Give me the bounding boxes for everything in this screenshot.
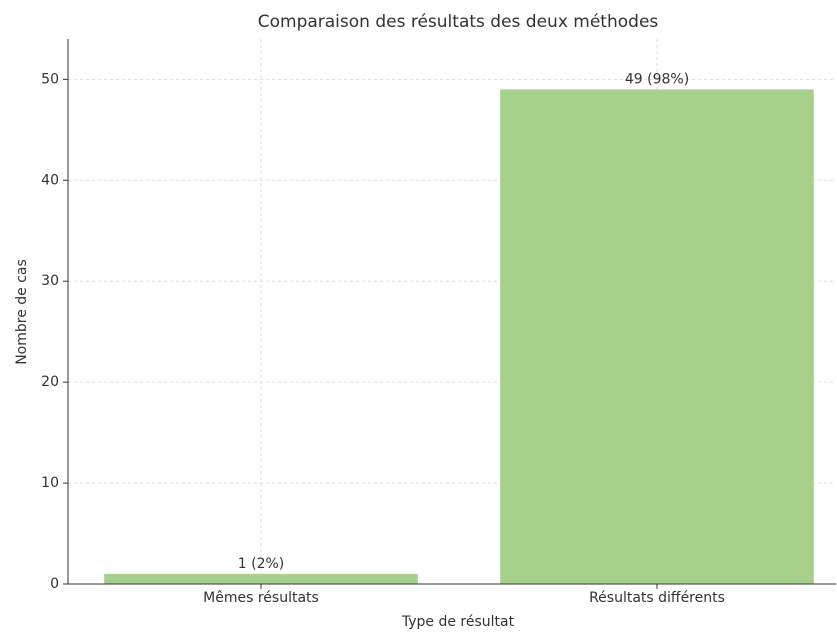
y-tick-label: 20 [41,374,59,390]
chart-title: Comparaison des résultats des deux métho… [258,12,659,32]
y-tick-label: 50 [41,71,59,87]
x-tick-label: Résultats différents [589,590,725,606]
bar [104,573,418,584]
y-tick-label: 30 [41,273,59,289]
x-tick-label: Mêmes résultats [203,590,319,606]
data-label: 1 (2%) [238,556,285,572]
x-axis-label: Type de résultat [401,614,515,630]
bar [500,89,814,585]
data-label: 49 (98%) [625,71,689,87]
y-tick-label: 40 [41,172,59,188]
y-axis-label: Nombre de cas [14,259,30,365]
y-tick-label: 0 [50,576,59,592]
y-tick-label: 10 [41,475,59,491]
